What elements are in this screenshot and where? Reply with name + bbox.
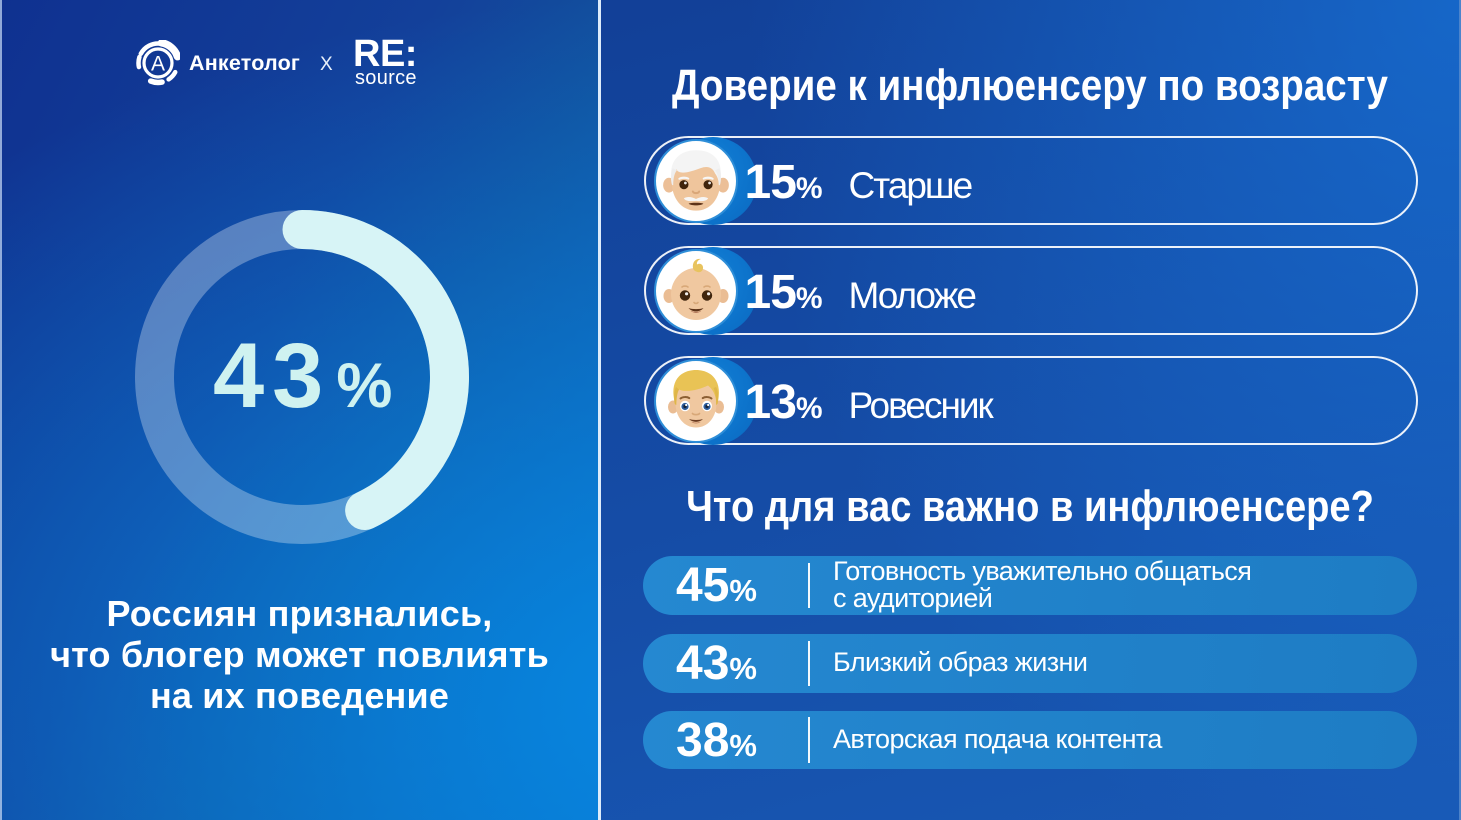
svg-text:А: А [151, 53, 165, 76]
